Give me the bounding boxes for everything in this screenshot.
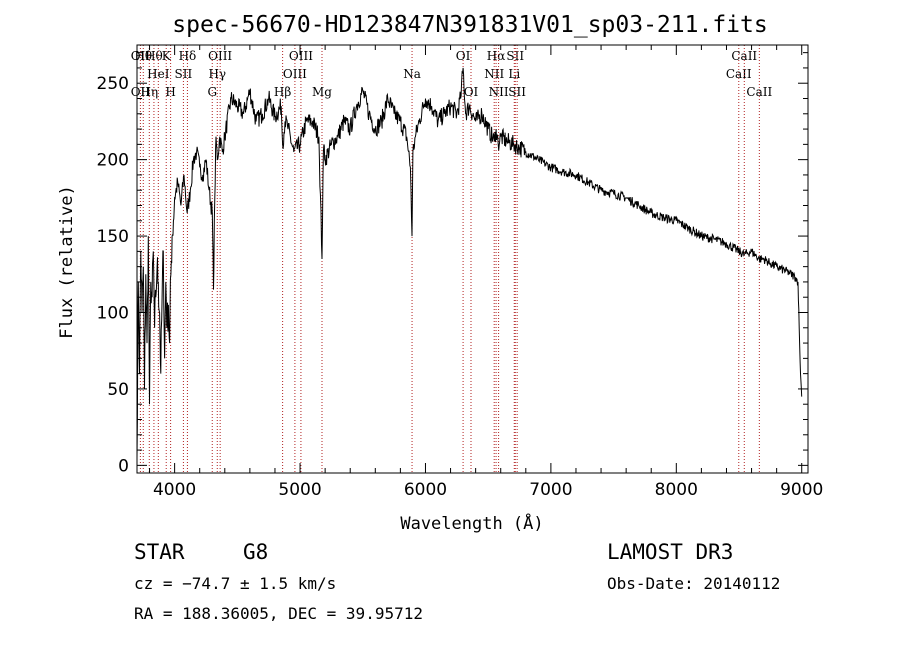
- x-tick-label-5: 9000: [780, 480, 823, 500]
- marker-label-15-low: Mg: [312, 85, 332, 99]
- marker-label-0-low: OII: [131, 85, 151, 99]
- marker-label-21-low: NII: [489, 85, 509, 99]
- marker-label-12-low: Hβ: [274, 85, 291, 99]
- marker-label-27-low: CaII: [746, 85, 772, 99]
- y-axis-label: Flux (relative): [57, 185, 77, 339]
- plot-frame: [136, 44, 809, 474]
- coordinates: RA = 188.36005, DEC = 39.95712: [134, 604, 423, 623]
- marker-label-7-mid: SII: [175, 67, 193, 81]
- marker-label-0-top: OII: [131, 49, 151, 63]
- marker-label-5-top: K: [162, 49, 172, 63]
- marker-label-24-low: SII: [508, 85, 526, 99]
- marker-label-8-top: Hδ: [179, 49, 197, 63]
- marker-label-9-low: G: [207, 85, 217, 99]
- marker-label-22-mid: Li: [508, 67, 520, 81]
- line-markers: OIIOIIHθHηHθHeIKHSIIHδGHγOIIIHβOIIIOIIIM…: [131, 45, 772, 473]
- marker-label-13-mid: OIII: [283, 67, 307, 81]
- x-tick-label-3: 7000: [529, 480, 572, 500]
- marker-label-11-top: OIII: [208, 49, 232, 63]
- marker-label-18-low: OI: [464, 85, 479, 99]
- y-tick-label-0: 0: [118, 456, 129, 476]
- marker-label-19-mid: NII: [484, 67, 504, 81]
- marker-label-23-top: SII: [506, 49, 524, 63]
- y-tick-label-2: 100: [97, 304, 129, 324]
- redshift-velocity: cz = −74.7 ± 1.5 km/s: [134, 574, 337, 593]
- observation-date: Obs-Date: 20140112: [607, 574, 781, 593]
- marker-label-20-top: Hα: [487, 49, 506, 63]
- plot-area: [136, 67, 803, 458]
- spectrum-line-0: [136, 67, 803, 458]
- survey-name: LAMOST DR3: [607, 540, 734, 564]
- marker-label-4-mid: HeI: [147, 67, 170, 81]
- chart-title: spec-56670-HD123847N391831V01_sp03-211.f…: [172, 12, 767, 38]
- marker-label-10-mid: Hγ: [208, 67, 226, 81]
- y-tick-label-3: 150: [97, 227, 129, 247]
- x-axis-label: Wavelength (Å): [400, 512, 543, 534]
- axes: 4000 5000 6000 7000 8000 9000 0 50 100 150 200 250: [97, 44, 823, 500]
- marker-label-14-top: OIII: [289, 49, 313, 63]
- marker-label-16-mid: Na: [403, 67, 421, 81]
- y-tick-label-5: 250: [97, 74, 129, 94]
- marker-label-17-top: OI: [456, 49, 471, 63]
- x-tick-label-4: 8000: [655, 480, 698, 500]
- marker-label-26-top: CaII: [731, 49, 757, 63]
- marker-label-2-low: Hη: [140, 85, 158, 99]
- object-class: STAR: [134, 540, 185, 564]
- marker-label-6-low: H: [165, 85, 175, 99]
- x-tick-label-0: 4000: [153, 480, 196, 500]
- x-tick-label-1: 5000: [278, 480, 321, 500]
- marker-label-25-mid: CaII: [726, 67, 752, 81]
- y-tick-label-4: 200: [97, 151, 129, 171]
- marker-label-3-top: Hθ: [145, 49, 163, 63]
- y-tick-label-1: 50: [107, 380, 129, 400]
- object-subclass: G8: [243, 540, 269, 564]
- x-tick-label-2: 6000: [404, 480, 447, 500]
